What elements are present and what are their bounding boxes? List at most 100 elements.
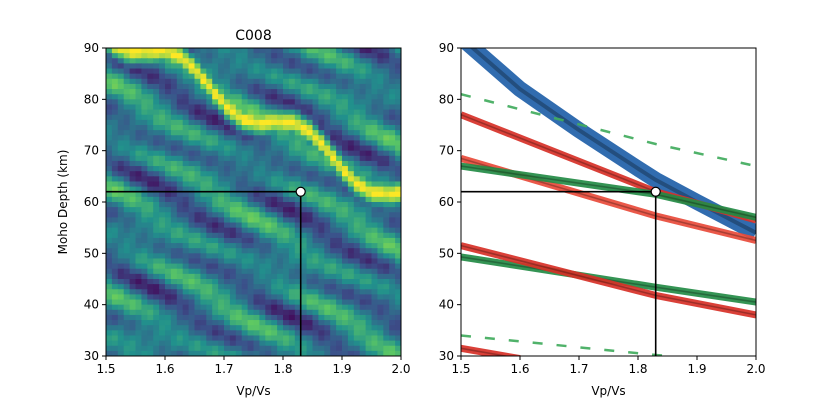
heatmap-cell [111, 160, 119, 167]
heatmap-cell [194, 299, 201, 306]
heatmap-cell [288, 109, 296, 116]
heatmap-cell [259, 196, 266, 203]
heatmap-cell [247, 289, 255, 295]
heatmap-cell [336, 109, 343, 116]
heatmap-cell [224, 314, 231, 321]
heatmap-cell [318, 73, 325, 80]
heatmap-cell [389, 268, 396, 275]
heatmap-cell [336, 145, 343, 152]
heatmap-cell [253, 145, 260, 152]
heatmap-cell [170, 268, 178, 275]
heatmap-cell [200, 94, 207, 100]
heatmap-cell [111, 232, 119, 239]
heatmap-cell [277, 140, 284, 147]
heatmap-cell [170, 217, 178, 224]
heatmap-cell [377, 314, 384, 321]
heatmap-cell [182, 217, 190, 224]
heatmap-cell [159, 263, 166, 270]
heatmap-cell [288, 289, 296, 295]
heatmap-cell [182, 171, 190, 177]
heatmap-cell [306, 48, 314, 54]
heatmap-cell [200, 232, 207, 239]
heatmap-cell [324, 114, 331, 121]
heatmap-cell [188, 78, 196, 85]
heatmap-cell [389, 99, 396, 106]
heatmap-cell [218, 340, 225, 347]
heatmap-cell [153, 279, 160, 285]
heatmap-cell [141, 73, 148, 80]
heatmap-cell [271, 243, 278, 249]
heatmap-cell [247, 171, 255, 177]
heatmap-cell [383, 104, 390, 111]
heatmap-cell [123, 294, 131, 301]
heatmap-cell [229, 202, 237, 208]
heatmap-cell [106, 304, 113, 311]
heatmap-cell [159, 89, 166, 95]
heatmap-cell [188, 314, 196, 321]
heatmap-cell [247, 222, 255, 229]
heatmap-cell [212, 227, 219, 234]
heatmap-cell [247, 140, 255, 147]
heatmap-cell [324, 207, 331, 213]
heatmap-cell [123, 186, 131, 193]
heatmap-cell [247, 253, 255, 260]
heatmap-cell [206, 99, 213, 106]
heatmap-cell [135, 166, 142, 172]
heatmap-cell [306, 130, 314, 136]
heatmap-cell [253, 150, 260, 157]
heatmap-cell [347, 63, 355, 70]
heatmap-cell [324, 212, 331, 218]
heatmap-cell [300, 135, 308, 141]
heatmap-cell [300, 196, 308, 203]
heatmap-cell [271, 345, 278, 352]
heatmap-cell [235, 53, 243, 59]
heatmap-cell [383, 135, 390, 141]
heatmap-cell [277, 150, 284, 157]
heatmap-cell [389, 320, 396, 326]
heatmap-cell [218, 299, 225, 306]
heatmap-cell [365, 273, 373, 280]
heatmap-cell [200, 207, 207, 213]
heatmap-cell [159, 94, 166, 100]
heatmap-cell [111, 325, 119, 331]
heatmap-cell [117, 196, 125, 203]
heatmap-cell [371, 135, 378, 141]
heatmap-cell [395, 58, 401, 64]
heatmap-cell [383, 48, 390, 54]
heatmap-cell [123, 243, 131, 249]
heatmap-cell [159, 63, 166, 70]
heatmap-cell [312, 68, 319, 75]
heatmap-cell [182, 335, 190, 342]
heatmap-cell [153, 125, 160, 131]
heatmap-cell [141, 114, 148, 121]
heatmap-cell [218, 150, 225, 157]
heatmap-cell [294, 263, 302, 270]
heatmap-cell [336, 299, 343, 306]
heatmap-cell [235, 145, 243, 152]
heatmap-cell [170, 202, 178, 208]
heatmap-cell [176, 263, 184, 270]
heatmap-cell [111, 73, 119, 80]
heatmap-cell [389, 243, 396, 249]
heatmap-cell [300, 68, 308, 75]
heatmap-cell [123, 309, 131, 316]
heatmap-cell [165, 140, 172, 147]
heatmap-cell [253, 263, 260, 270]
heatmap-cell [224, 171, 231, 177]
heatmap-cell [330, 350, 337, 356]
heatmap-cell [206, 273, 213, 280]
heatmap-cell [129, 181, 137, 188]
heatmap-cell [253, 125, 260, 131]
heatmap-cell [253, 320, 260, 326]
heatmap-cell [359, 196, 367, 203]
heatmap-cell [347, 232, 355, 239]
heatmap-cell [247, 186, 255, 193]
heatmap-cell [359, 222, 367, 229]
heatmap-cell [241, 68, 249, 75]
heatmap-cell [135, 212, 142, 218]
heatmap-cell [206, 263, 213, 270]
heatmap-cell [330, 299, 337, 306]
heatmap-cell [141, 191, 148, 198]
heatmap-cell [182, 186, 190, 193]
heatmap-cell [283, 273, 290, 280]
